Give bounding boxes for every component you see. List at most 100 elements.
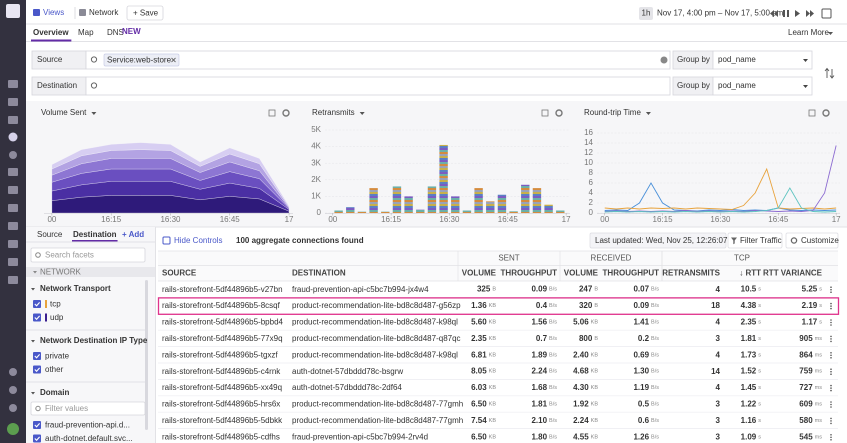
time-range[interactable]: Nov 17, 4:00 pm – Nov 17, 5:00 pm <box>657 9 784 18</box>
facet-search[interactable] <box>30 247 146 263</box>
row-menu-dot[interactable] <box>830 340 832 343</box>
facet-tab[interactable]: Destination <box>73 230 117 239</box>
facet-value[interactable]: tcp <box>50 300 61 309</box>
export-icon[interactable] <box>541 109 549 117</box>
row-menu-dot[interactable] <box>830 434 832 436</box>
views-link[interactable]: Views <box>43 8 64 17</box>
facet-group-title[interactable]: Domain <box>40 388 69 397</box>
nav-icon[interactable] <box>8 116 18 124</box>
column-header[interactable]: VOLUME <box>564 269 599 278</box>
row-menu-dot[interactable] <box>830 352 832 354</box>
settings-icon[interactable] <box>555 109 563 117</box>
facet-value[interactable]: fraud-prevention-api.d... <box>45 421 130 430</box>
source-query[interactable] <box>85 50 671 70</box>
row-menu-dot[interactable] <box>830 368 832 371</box>
column-header[interactable]: VOLUME <box>462 269 497 278</box>
checkbox[interactable] <box>33 365 41 374</box>
customize-button[interactable] <box>785 232 839 249</box>
row-menu-dot[interactable] <box>830 319 832 321</box>
group-by-select[interactable] <box>712 76 813 96</box>
row-menu-dot[interactable] <box>830 354 832 357</box>
nav-icon[interactable] <box>8 168 18 176</box>
settings-icon[interactable] <box>822 109 830 117</box>
row-menu-dot[interactable] <box>830 305 832 307</box>
nav-icon[interactable] <box>8 186 18 194</box>
row-menu-dot[interactable] <box>830 357 832 359</box>
nav-icon[interactable] <box>8 240 18 248</box>
save-button[interactable] <box>126 5 164 21</box>
column-header[interactable]: THROUGHPUT <box>603 269 660 278</box>
hide-controls-icon[interactable] <box>162 236 171 245</box>
nav-icon[interactable] <box>9 151 17 159</box>
row-menu-dot[interactable] <box>830 338 832 340</box>
row-menu-dot[interactable] <box>830 288 832 291</box>
row-menu-dot[interactable] <box>830 302 832 305</box>
avatar[interactable] <box>7 423 19 435</box>
checkbox[interactable] <box>33 421 41 429</box>
nav-icon[interactable] <box>9 386 17 394</box>
filter-button[interactable] <box>727 232 783 249</box>
nav-icon[interactable] <box>8 204 18 212</box>
time-badge-box[interactable] <box>639 7 653 20</box>
nav-icon[interactable] <box>8 98 18 106</box>
nav-icon[interactable] <box>8 258 18 266</box>
facet-value[interactable]: private <box>45 352 70 361</box>
row-menu-dot[interactable] <box>830 436 832 439</box>
nav-icon[interactable] <box>9 404 17 412</box>
facet-value[interactable]: udp <box>50 313 64 322</box>
row-menu-dot[interactable] <box>830 387 832 389</box>
facet-tab[interactable]: Source <box>37 230 63 239</box>
learn-more[interactable]: Learn More <box>788 28 829 37</box>
checkbox[interactable] <box>33 352 41 360</box>
swap-button[interactable] <box>824 67 835 79</box>
row-menu-dot[interactable] <box>830 335 832 338</box>
nav-icon[interactable] <box>8 80 18 88</box>
row-menu-dot[interactable] <box>830 291 832 294</box>
row-menu-dot[interactable] <box>830 406 832 408</box>
row-menu-dot[interactable] <box>830 439 832 441</box>
tab[interactable]: Overview <box>33 28 69 37</box>
settings-icon[interactable] <box>282 109 290 117</box>
row-menu-dot[interactable] <box>830 389 832 392</box>
row-menu-dot[interactable] <box>830 307 832 310</box>
column-header[interactable]: SOURCE <box>162 269 197 278</box>
caret[interactable] <box>31 340 35 343</box>
checkbox[interactable] <box>33 313 41 322</box>
hide-controls[interactable]: Hide Controls <box>174 236 222 245</box>
chart-menu-caret[interactable] <box>645 112 651 115</box>
nav-icon[interactable] <box>9 368 17 376</box>
chart-menu-caret[interactable] <box>359 112 365 115</box>
row-menu-dot[interactable] <box>830 401 832 403</box>
facet-value[interactable]: other <box>45 365 64 374</box>
destination-query[interactable] <box>85 76 671 96</box>
caret[interactable] <box>31 392 35 395</box>
row-menu-dot[interactable] <box>830 321 832 324</box>
column-header[interactable]: THROUGHPUT <box>501 269 558 278</box>
row-menu-dot[interactable] <box>830 324 832 326</box>
clear-query[interactable] <box>660 56 668 64</box>
checkbox[interactable] <box>33 434 41 443</box>
row-menu-dot[interactable] <box>830 286 832 289</box>
column-header[interactable]: DESTINATION <box>292 269 346 278</box>
export-icon[interactable] <box>808 109 816 117</box>
nav-icon[interactable] <box>8 222 18 230</box>
row-menu-dot[interactable] <box>830 370 832 373</box>
facet-group-title[interactable]: Network Transport <box>40 284 111 293</box>
row-menu-dot[interactable] <box>830 422 832 425</box>
add-facet[interactable]: + Add <box>122 230 144 239</box>
query-tag[interactable] <box>103 53 180 67</box>
time-controls[interactable] <box>770 8 832 19</box>
facet-group-title[interactable]: Network Destination IP Type <box>40 336 148 345</box>
tab[interactable]: DNS <box>107 28 124 37</box>
checkbox[interactable] <box>33 300 41 308</box>
chart-menu-caret[interactable] <box>91 112 97 115</box>
facet-filter[interactable] <box>30 401 146 416</box>
row-menu-dot[interactable] <box>830 420 832 422</box>
tab[interactable]: Map <box>78 28 94 37</box>
group-by-select[interactable] <box>712 50 813 70</box>
row-menu-dot[interactable] <box>830 373 832 376</box>
column-header[interactable]: RETRANSMITS <box>662 269 720 278</box>
row-menu-dot[interactable] <box>830 417 832 420</box>
row-menu-dot[interactable] <box>830 384 832 387</box>
remove-tag[interactable] <box>171 57 176 63</box>
